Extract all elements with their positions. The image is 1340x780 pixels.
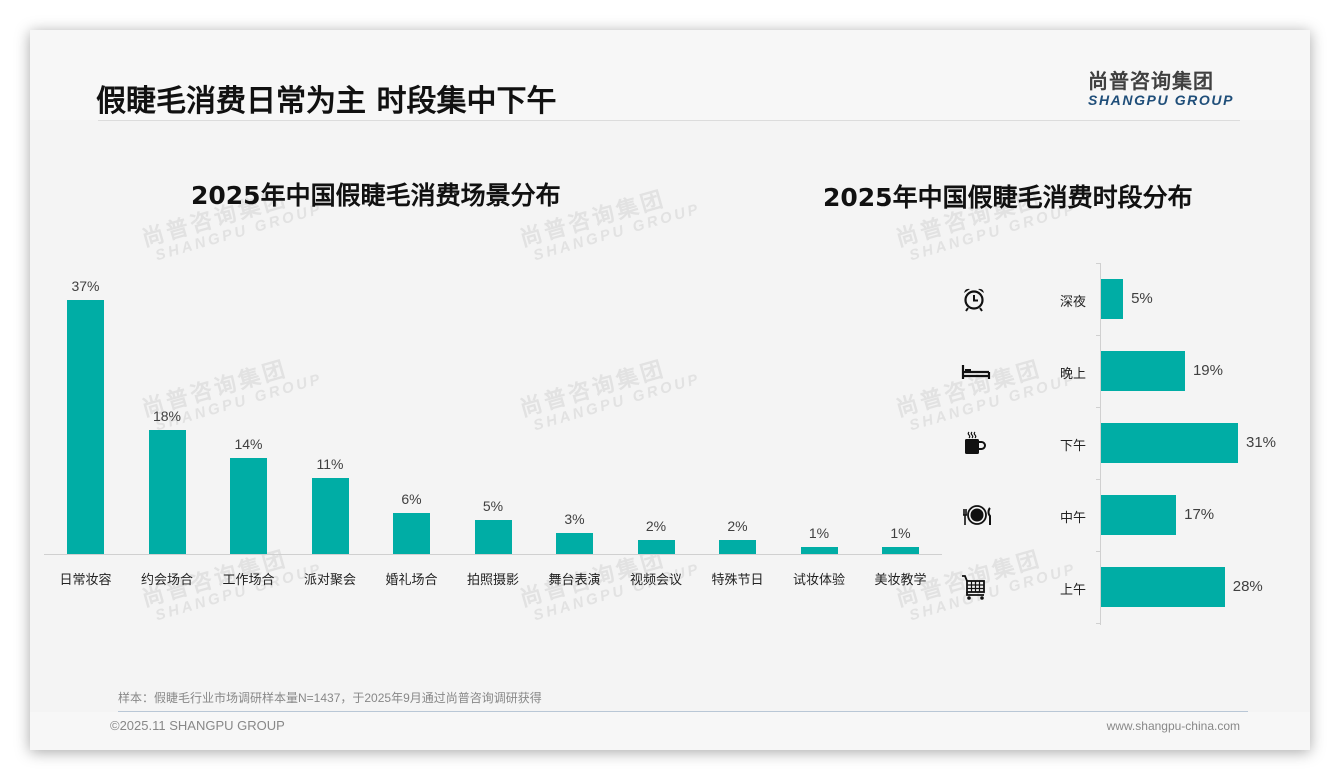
- bar: [1101, 567, 1225, 607]
- plate-fork-knife-icon: [960, 501, 991, 529]
- bar: [67, 300, 104, 554]
- footer-band: [30, 712, 1310, 750]
- category-label: 特殊节日: [711, 572, 764, 587]
- category-label: 美妆教学: [874, 572, 927, 587]
- time-chart-title: 2025年中国假睫毛消费时段分布: [823, 183, 1193, 212]
- bar-value-label: 3%: [564, 511, 585, 528]
- axis-tick: [1096, 263, 1101, 264]
- bar-value-label: 1%: [890, 525, 911, 542]
- logo-english-text: SHANGPU GROUP: [1088, 92, 1235, 108]
- bar: [556, 533, 593, 554]
- bar-value-label: 6%: [401, 490, 422, 507]
- bar-value-label: 19%: [1192, 362, 1223, 379]
- bar-value-label: 28%: [1232, 578, 1263, 595]
- bar: [393, 512, 430, 554]
- time-bar-chart: 深夜 5% 晚上 19% 下午 31% 中午 17% 上午 28%: [940, 260, 1310, 630]
- bar: [148, 430, 186, 554]
- bar-value-label: 14%: [234, 435, 263, 452]
- category-label: 工作场合: [222, 572, 275, 587]
- axis-tick: [1096, 479, 1101, 480]
- bar-value-label: 18%: [152, 408, 182, 425]
- coffee-cup-icon: [960, 429, 988, 457]
- bar-value-label: 37%: [71, 278, 100, 294]
- bar: [1101, 495, 1177, 535]
- axis-tick: [1096, 335, 1101, 336]
- bar: [474, 519, 512, 554]
- slide: 假睫毛消费日常为主 时段集中下午 尚普咨询集团 SHANGPU GROUP 尚普…: [30, 30, 1310, 750]
- bar-value-label: 1%: [808, 525, 830, 542]
- bar: [719, 540, 756, 554]
- copyright-text: ©2025.11 SHANGPU GROUP: [110, 718, 285, 733]
- sample-note: 样本：假睫毛行业市场调研样本量N=1437，于2025年9月通过尚普咨询调研获得: [118, 691, 542, 705]
- bar-value-label: 17%: [1184, 506, 1215, 523]
- category-label: 拍照摄影: [466, 572, 519, 587]
- category-label: 晚上: [1060, 366, 1087, 381]
- axis-tick: [1096, 407, 1101, 408]
- bar: [230, 457, 267, 554]
- category-label: 下午: [1060, 438, 1087, 453]
- page-title: 假睫毛消费日常为主 时段集中下午: [96, 84, 557, 119]
- category-label: 舞台表演: [548, 572, 601, 587]
- category-label: 深夜: [1060, 294, 1087, 309]
- bar-value-label: 2%: [727, 518, 748, 535]
- category-label: 派对聚会: [303, 572, 356, 587]
- bar: [311, 478, 349, 554]
- bar: [800, 547, 838, 554]
- category-label: 视频会议: [629, 572, 682, 587]
- bar-value-label: 5%: [1131, 290, 1153, 307]
- website-link[interactable]: www.shangpu-china.com: [1106, 719, 1240, 733]
- bar-value-label: 11%: [316, 456, 344, 473]
- shopping-cart-icon: [960, 573, 988, 601]
- bar: [637, 540, 675, 554]
- bed-icon: [960, 357, 991, 385]
- logo-chinese-text: 尚普咨询集团: [1088, 69, 1214, 93]
- axis-tick: [1096, 551, 1101, 552]
- bar: [1101, 279, 1124, 319]
- category-label: 中午: [1060, 510, 1087, 525]
- bar-value-label: 31%: [1246, 434, 1277, 451]
- bar-value-label: 2%: [645, 518, 667, 535]
- y-axis-line: [1100, 263, 1101, 625]
- footer-divider: [118, 711, 1248, 712]
- title-divider: [98, 120, 1240, 121]
- scene-bar-chart: 37% 日常妆容 18% 约会场合 14% 工作场合 11% 派对聚会 6% 婚礼场合 5% 拍照摄影…: [44, 270, 942, 590]
- category-label: 试妆体验: [792, 572, 845, 587]
- x-axis-line: [44, 554, 942, 555]
- bar: [1101, 423, 1238, 463]
- header-band: [30, 30, 1310, 120]
- bar-value-label: 5%: [482, 497, 504, 514]
- category-label: 约会场合: [140, 572, 193, 587]
- category-label: 婚礼场合: [385, 572, 438, 587]
- bar: [882, 547, 919, 554]
- category-label: 日常妆容: [59, 572, 112, 587]
- axis-tick: [1096, 623, 1101, 624]
- bar: [1101, 351, 1185, 391]
- alarm-clock-icon: [960, 285, 988, 313]
- scene-chart-title: 2025年中国假睫毛消费场景分布: [191, 181, 561, 210]
- brand-logo: 尚普咨询集团 SHANGPU GROUP: [1088, 65, 1248, 108]
- category-label: 上午: [1060, 582, 1087, 597]
